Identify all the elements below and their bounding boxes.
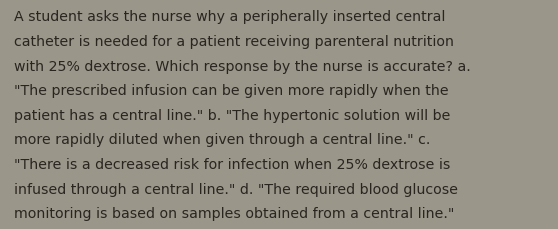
- Text: A student asks the nurse why a peripherally inserted central: A student asks the nurse why a periphera…: [14, 10, 445, 24]
- Text: more rapidly diluted when given through a central line." c.: more rapidly diluted when given through …: [14, 133, 430, 147]
- Text: patient has a central line." b. "The hypertonic solution will be: patient has a central line." b. "The hyp…: [14, 108, 450, 122]
- Text: "The prescribed infusion can be given more rapidly when the: "The prescribed infusion can be given mo…: [14, 84, 449, 98]
- Text: infused through a central line." d. "The required blood glucose: infused through a central line." d. "The…: [14, 182, 458, 196]
- Text: monitoring is based on samples obtained from a central line.": monitoring is based on samples obtained …: [14, 206, 454, 220]
- Text: with 25% dextrose. Which response by the nurse is accurate? a.: with 25% dextrose. Which response by the…: [14, 59, 471, 73]
- Text: catheter is needed for a patient receiving parenteral nutrition: catheter is needed for a patient receivi…: [14, 35, 454, 49]
- Text: "There is a decreased risk for infection when 25% dextrose is: "There is a decreased risk for infection…: [14, 157, 450, 171]
